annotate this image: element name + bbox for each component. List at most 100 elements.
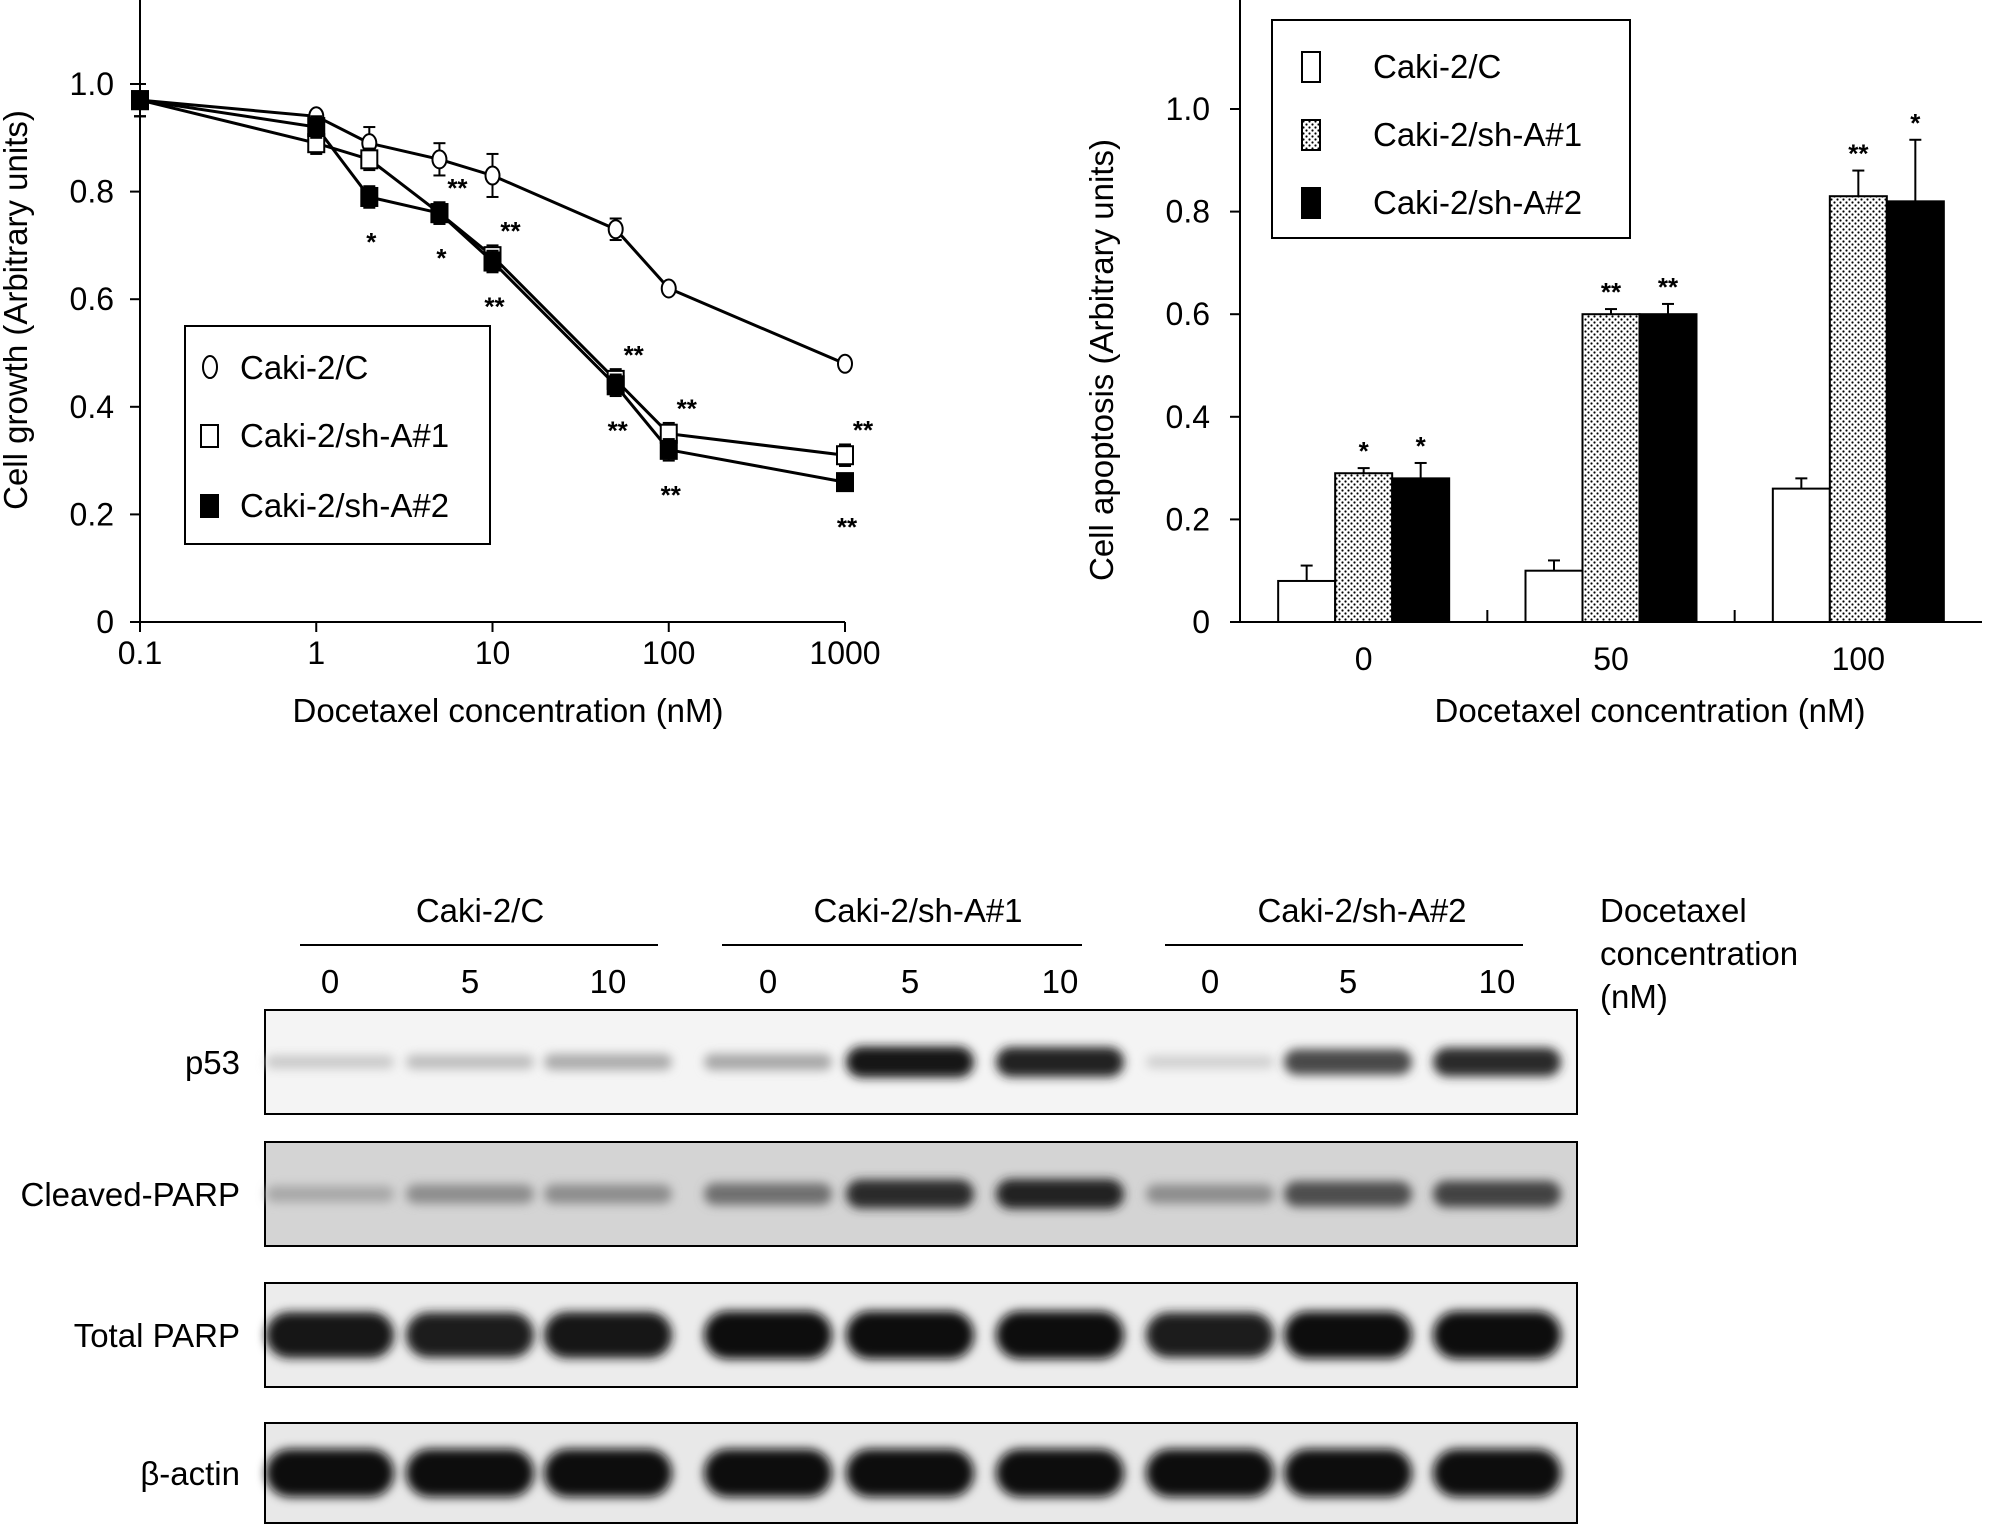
blot-band — [1146, 1449, 1274, 1497]
data-point — [483, 251, 502, 272]
y-tick-label: 1.0 — [1166, 91, 1210, 127]
blot-band — [406, 1312, 534, 1358]
data-point — [360, 149, 379, 170]
group-label: Caki-2/sh-A#1 — [813, 892, 1022, 929]
y-tick-label: 0.8 — [70, 174, 114, 210]
dose-label: 5 — [461, 963, 479, 1000]
legend-label: Caki-2/sh-A#2 — [1373, 184, 1582, 221]
bar — [1638, 313, 1698, 623]
blot-band — [544, 1053, 672, 1071]
blot-band — [406, 1184, 534, 1204]
y-axis-label: Cell growth (Arbitrary units) — [0, 110, 34, 510]
axis-ticks: 0 0.2 0.4 0.6 0.8 1.0 0 50 100 — [1166, 91, 1886, 677]
blot-row-label: Cleaved-PARP — [21, 1176, 240, 1213]
dose-label: 10 — [590, 963, 627, 1000]
x-tick-label: 0 — [1355, 641, 1373, 677]
data-point — [659, 439, 678, 460]
bar — [1391, 477, 1451, 623]
blot-row-label: β-actin — [140, 1455, 240, 1492]
legend: Caki-2/C Caki-2/sh-A#1 Caki-2/sh-A#2 — [184, 325, 491, 545]
blot-row: Cleaved-PARP — [21, 1141, 1578, 1247]
data-point — [484, 165, 501, 186]
bar — [1524, 569, 1584, 624]
x-axis-label: Docetaxel concentration (nM) — [1434, 692, 1865, 729]
x-axis-label: Docetaxel concentration (nM) — [292, 692, 723, 729]
significance-label: ** — [624, 340, 645, 370]
y-tick-label: 0.4 — [70, 389, 114, 425]
bar — [1581, 313, 1641, 623]
legend-box — [184, 325, 491, 545]
significance-label: ** — [608, 415, 629, 445]
y-axis-label: Cell apoptosis (Arbitrary units) — [1083, 139, 1120, 581]
blot-band — [1146, 1184, 1274, 1204]
significance-label: * — [1416, 431, 1427, 461]
open-circle-icon — [202, 355, 218, 379]
dose-label: 0 — [759, 963, 777, 1000]
dose-label: 0 — [1201, 963, 1219, 1000]
blot-row-label: p53 — [185, 1044, 240, 1081]
blot-band — [1433, 1449, 1561, 1497]
significance-labels: ******************** — [366, 173, 874, 542]
data-point — [607, 219, 624, 240]
blot-band — [544, 1184, 672, 1204]
data-point — [307, 117, 326, 138]
series-markers — [131, 83, 854, 493]
cell-growth-chart: 00.20.40.60.81.00.1 1 10 100 1000 **********… — [0, 0, 881, 729]
blot-band — [846, 1046, 974, 1078]
y-tick-label: 0 — [96, 604, 114, 640]
significance-label: * — [1359, 436, 1370, 466]
blot-band — [1433, 1311, 1561, 1359]
data-point — [660, 278, 677, 299]
dose-labels: 0 5 10 0 5 10 0 5 10 — [321, 963, 1516, 1000]
significance-label: ** — [1601, 277, 1622, 307]
legend-label: Caki-2/sh-A#1 — [240, 417, 449, 454]
legend-label: Caki-2/C — [240, 349, 368, 386]
significance-labels: * *** ***** — [1359, 108, 1922, 466]
western-blot: Caki-2/C Caki-2/sh-A#1 Caki-2/sh-A#2 Doc… — [21, 892, 1798, 1524]
blot-band — [704, 1311, 832, 1359]
blot-band — [846, 1311, 974, 1359]
open-square-icon — [200, 424, 219, 448]
blot-band — [266, 1055, 394, 1069]
dose-title-line: (nM) — [1600, 978, 1668, 1015]
blot-band — [1146, 1312, 1274, 1358]
blot-band — [1433, 1180, 1561, 1208]
blot-band — [1284, 1049, 1412, 1075]
blot-band — [996, 1179, 1124, 1209]
blot-band — [266, 1449, 394, 1497]
blot-row: Total PARP — [74, 1282, 1578, 1388]
bar — [1334, 472, 1394, 624]
legend-label: Caki-2/sh-A#2 — [240, 487, 449, 524]
significance-label: ** — [500, 216, 521, 246]
significance-label: ** — [837, 512, 858, 542]
blot-band — [996, 1311, 1124, 1359]
data-point — [836, 472, 854, 493]
x-tick-label: 0.1 — [118, 635, 162, 671]
significance-label: ** — [661, 480, 682, 510]
blot-band — [266, 1185, 394, 1203]
y-tick-label: 0.2 — [1166, 501, 1210, 537]
y-tick-label: 0.6 — [1166, 296, 1210, 332]
blot-band — [406, 1054, 534, 1070]
data-point — [836, 445, 854, 466]
data-point — [606, 375, 625, 396]
significance-label: * — [436, 243, 447, 273]
legend-label: Caki-2/C — [1373, 48, 1501, 85]
bar — [1771, 487, 1831, 623]
x-tick-label: 100 — [1832, 641, 1885, 677]
dose-label: 5 — [901, 963, 919, 1000]
significance-label: ** — [447, 173, 468, 203]
white-bar-icon — [1301, 51, 1321, 83]
significance-label: * — [366, 227, 377, 257]
blot-row-label: Total PARP — [74, 1317, 240, 1354]
data-point — [837, 353, 853, 374]
significance-label: * — [1910, 108, 1921, 138]
significance-label: ** — [853, 415, 874, 445]
blot-band — [846, 1179, 974, 1209]
blot-band — [996, 1449, 1124, 1497]
x-tick-label: 100 — [642, 635, 695, 671]
blot-band — [544, 1449, 672, 1497]
data-point — [131, 90, 149, 111]
blot-row: β-actin — [140, 1422, 1578, 1524]
data-point — [430, 203, 449, 224]
